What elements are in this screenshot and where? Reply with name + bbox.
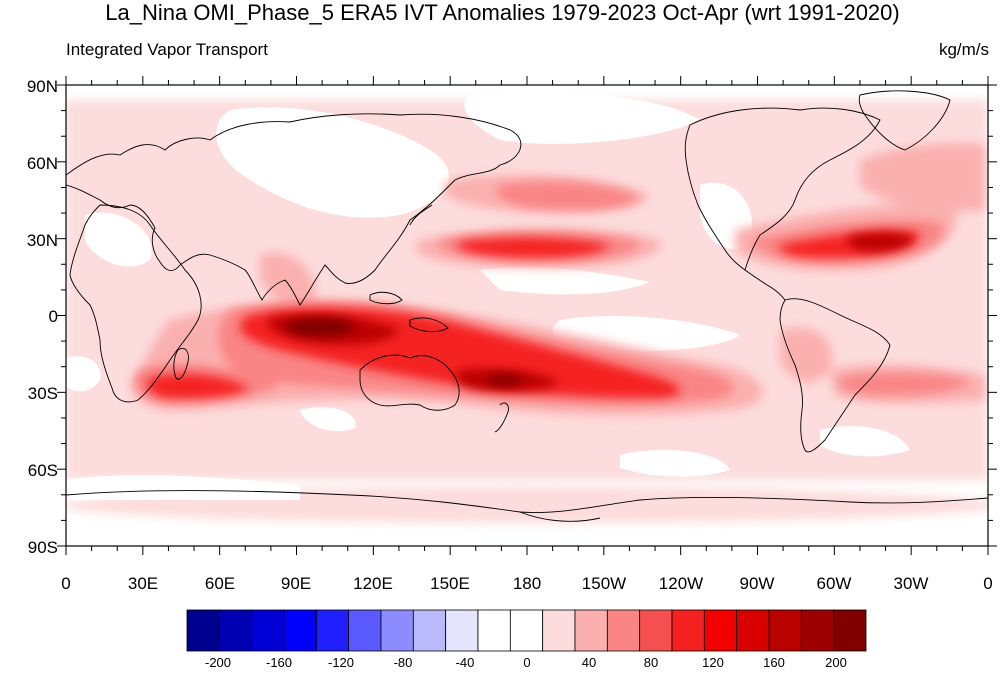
lon-label-60e: 60E — [205, 574, 235, 593]
colorbar-swatch — [186, 609, 220, 652]
colorbar-swatch — [736, 609, 770, 652]
lat-label-90s: 90S — [28, 538, 58, 557]
colorbar-swatch — [445, 609, 479, 652]
coastlines — [66, 90, 988, 522]
colorbar-label-0: 0 — [523, 655, 530, 670]
colorbar-label-m40: -40 — [456, 655, 475, 670]
colorbar-swatch — [542, 609, 576, 652]
lat-label-60n: 60N — [27, 154, 58, 173]
colorbar-label-80: 80 — [644, 655, 658, 670]
lat-label-90n: 90N — [27, 77, 58, 96]
colorbar-label-m160: -160 — [266, 655, 292, 670]
lat-label-0: 0 — [49, 307, 58, 326]
lon-label-120e: 120E — [353, 574, 393, 593]
lat-label-30s: 30S — [28, 384, 58, 403]
colorbar-label-40: 40 — [582, 655, 596, 670]
lon-label-180: 180 — [513, 574, 541, 593]
colorbar-swatch — [574, 609, 608, 652]
lon-label-150e: 150E — [430, 574, 470, 593]
colorbar-swatch — [348, 609, 382, 652]
colorbar-label-m120: -120 — [328, 655, 354, 670]
units-label: kg/m/s — [938, 40, 989, 59]
colorbar-label-m80: -80 — [394, 655, 413, 670]
axis-ticks — [57, 76, 997, 555]
colorbar — [186, 609, 867, 652]
colorbar-swatch — [412, 609, 447, 652]
lon-label-0-end: 0 — [983, 574, 992, 593]
colorbar-labels: -200 -160 -120 -80 -40 0 40 80 120 160 2… — [205, 655, 847, 670]
colorbar-swatch — [833, 609, 867, 652]
colorbar-swatch — [606, 609, 641, 652]
variable-label: Integrated Vapor Transport — [66, 40, 268, 59]
lon-label-30w: 30W — [894, 574, 929, 593]
lon-label-90w: 90W — [740, 574, 775, 593]
lon-label-0: 0 — [61, 574, 70, 593]
colorbar-swatch — [768, 609, 802, 652]
colorbar-swatch — [671, 609, 705, 652]
colorbar-label-120: 120 — [702, 655, 724, 670]
colorbar-swatch — [283, 609, 317, 652]
colorbar-swatch — [315, 609, 350, 652]
axis-tick-labels: 90N 60N 30N 0 30S 60S 90S 0 30E 60E 90E … — [27, 77, 993, 593]
colorbar-swatch — [251, 609, 285, 652]
colorbar-label-m200: -200 — [205, 655, 231, 670]
plot-title: La_Nina OMI_Phase_5 ERA5 IVT Anomalies 1… — [105, 0, 900, 25]
colorbar-label-160: 160 — [763, 655, 785, 670]
lon-label-90e: 90E — [281, 574, 311, 593]
colorbar-swatch — [639, 609, 673, 652]
lon-label-150w: 150W — [582, 574, 626, 593]
colorbar-swatch — [800, 609, 835, 652]
anomaly-field — [66, 85, 988, 546]
lon-label-30e: 30E — [128, 574, 158, 593]
lat-label-30n: 30N — [27, 231, 58, 250]
colorbar-label-200: 200 — [825, 655, 847, 670]
lat-label-60s: 60S — [28, 461, 58, 480]
colorbar-swatch — [218, 609, 253, 652]
lon-label-60w: 60W — [817, 574, 852, 593]
colorbar-swatch — [477, 609, 511, 652]
lon-label-120w: 120W — [659, 574, 703, 593]
colorbar-swatch — [509, 609, 544, 652]
colorbar-swatch — [380, 609, 414, 652]
colorbar-swatch — [703, 609, 738, 652]
